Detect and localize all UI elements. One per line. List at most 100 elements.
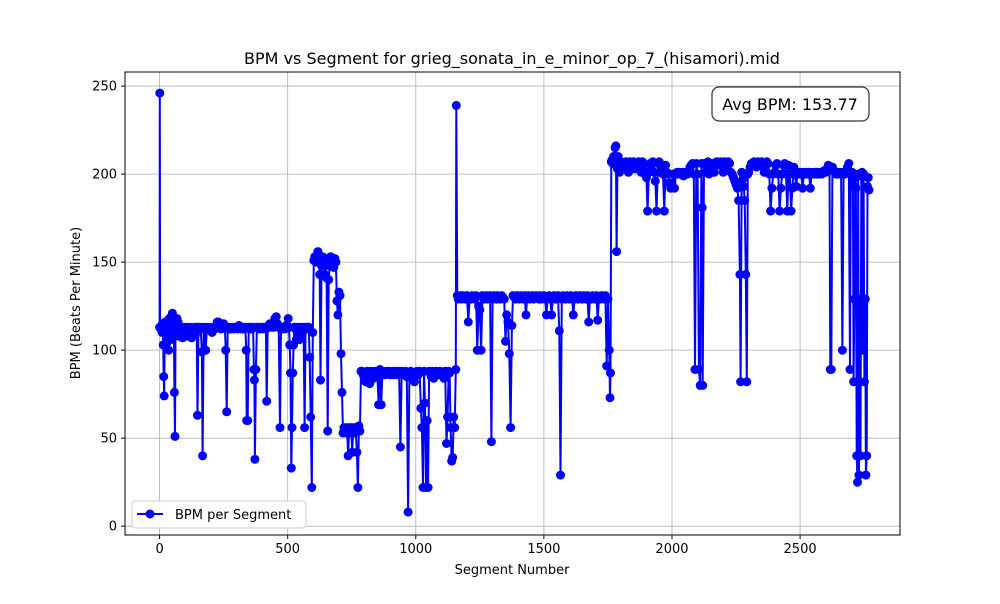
data-point: [862, 451, 872, 461]
data-point: [323, 426, 333, 436]
data-point: [475, 305, 485, 315]
data-point: [593, 315, 603, 325]
data-point: [442, 439, 451, 448]
data-point: [241, 345, 251, 355]
data-point: [649, 167, 659, 177]
x-axis-label: Segment Number: [455, 563, 571, 578]
data-point: [451, 100, 461, 110]
axes: 0 500 1000 1500 2000 2500 0 50 100 150 200 250: [92, 80, 816, 557]
x-tick-label: 1500: [527, 542, 560, 557]
data-point: [554, 326, 564, 336]
data-point: [283, 314, 293, 323]
data-point: [243, 416, 253, 426]
data-point: [275, 423, 285, 433]
data-point: [605, 393, 615, 403]
data-point: [742, 377, 752, 387]
data-point: [845, 365, 855, 374]
data-point: [221, 345, 231, 355]
data-point: [864, 185, 874, 195]
data-point: [725, 159, 735, 168]
data-point: [709, 167, 719, 177]
data-point: [502, 310, 512, 320]
data-point: [652, 206, 662, 216]
data-point: [786, 206, 796, 216]
data-point: [288, 368, 298, 378]
x-tick-label: 2500: [784, 542, 817, 557]
data-point: [222, 407, 232, 417]
data-point: [423, 483, 433, 492]
data-point: [308, 328, 318, 337]
data-point: [611, 141, 621, 151]
data-point: [556, 470, 565, 480]
data-point: [805, 183, 815, 193]
data-point: [698, 380, 708, 390]
data-point: [859, 377, 869, 387]
data-point: [612, 247, 622, 257]
data-point: [507, 321, 517, 330]
data-point: [739, 181, 749, 191]
data-point: [659, 206, 669, 216]
y-tick-label: 200: [92, 168, 117, 183]
data-point: [844, 159, 854, 168]
y-tick-label: 150: [92, 256, 117, 271]
data-point: [697, 203, 707, 213]
series-bpm-per-segment: [155, 88, 874, 517]
data-point: [851, 183, 861, 193]
data-point: [661, 160, 671, 170]
y-tick-label: 50: [100, 432, 117, 447]
data-point: [670, 183, 679, 193]
data-point: [448, 453, 458, 462]
data-point: [547, 310, 557, 320]
data-point: [826, 365, 836, 374]
data-point: [603, 294, 613, 304]
data-point: [486, 437, 496, 447]
chart-title: BPM vs Segment for grieg_sonata_in_e_min…: [244, 49, 780, 69]
x-tick-label: 2000: [655, 542, 688, 557]
data-point: [170, 431, 180, 441]
data-point: [335, 291, 345, 301]
data-point: [198, 451, 208, 461]
data-point: [395, 442, 405, 452]
data-point: [450, 423, 460, 433]
data-point: [499, 294, 509, 304]
data-point: [353, 483, 363, 492]
data-point: [501, 336, 510, 346]
data-point: [331, 257, 341, 267]
data-point: [602, 361, 612, 371]
data-point: [767, 183, 777, 193]
plot-frame: [124, 71, 901, 536]
legend: BPM per Segment: [131, 500, 307, 529]
data-point: [169, 387, 179, 397]
data-point: [155, 88, 165, 98]
data-point: [798, 183, 808, 193]
data-point: [420, 398, 430, 408]
data-point: [643, 206, 653, 216]
data-point: [604, 345, 614, 355]
data-point: [324, 275, 334, 285]
data-point: [164, 345, 174, 355]
data-point: [271, 312, 281, 322]
data-point: [521, 310, 531, 320]
data-point: [584, 317, 594, 327]
data-point: [740, 196, 750, 205]
y-tick-label: 250: [92, 80, 117, 95]
data-point: [837, 345, 847, 355]
x-tick-label: 500: [275, 542, 300, 557]
data-point: [336, 349, 346, 359]
data-point: [775, 206, 785, 216]
legend-marker-swatch: [145, 509, 155, 519]
legend-entry-label: BPM per Segment: [175, 508, 291, 523]
data-point: [300, 423, 310, 433]
data-point: [201, 345, 211, 355]
data-point: [422, 416, 432, 426]
y-axis-label: BPM (Beats Per Minute): [69, 227, 84, 379]
x-tick-label: 0: [155, 542, 163, 557]
data-point: [439, 373, 449, 383]
data-point: [860, 294, 870, 304]
data-point: [650, 176, 660, 186]
data-point: [568, 310, 578, 320]
data-point: [306, 412, 316, 422]
data-point: [286, 463, 296, 473]
